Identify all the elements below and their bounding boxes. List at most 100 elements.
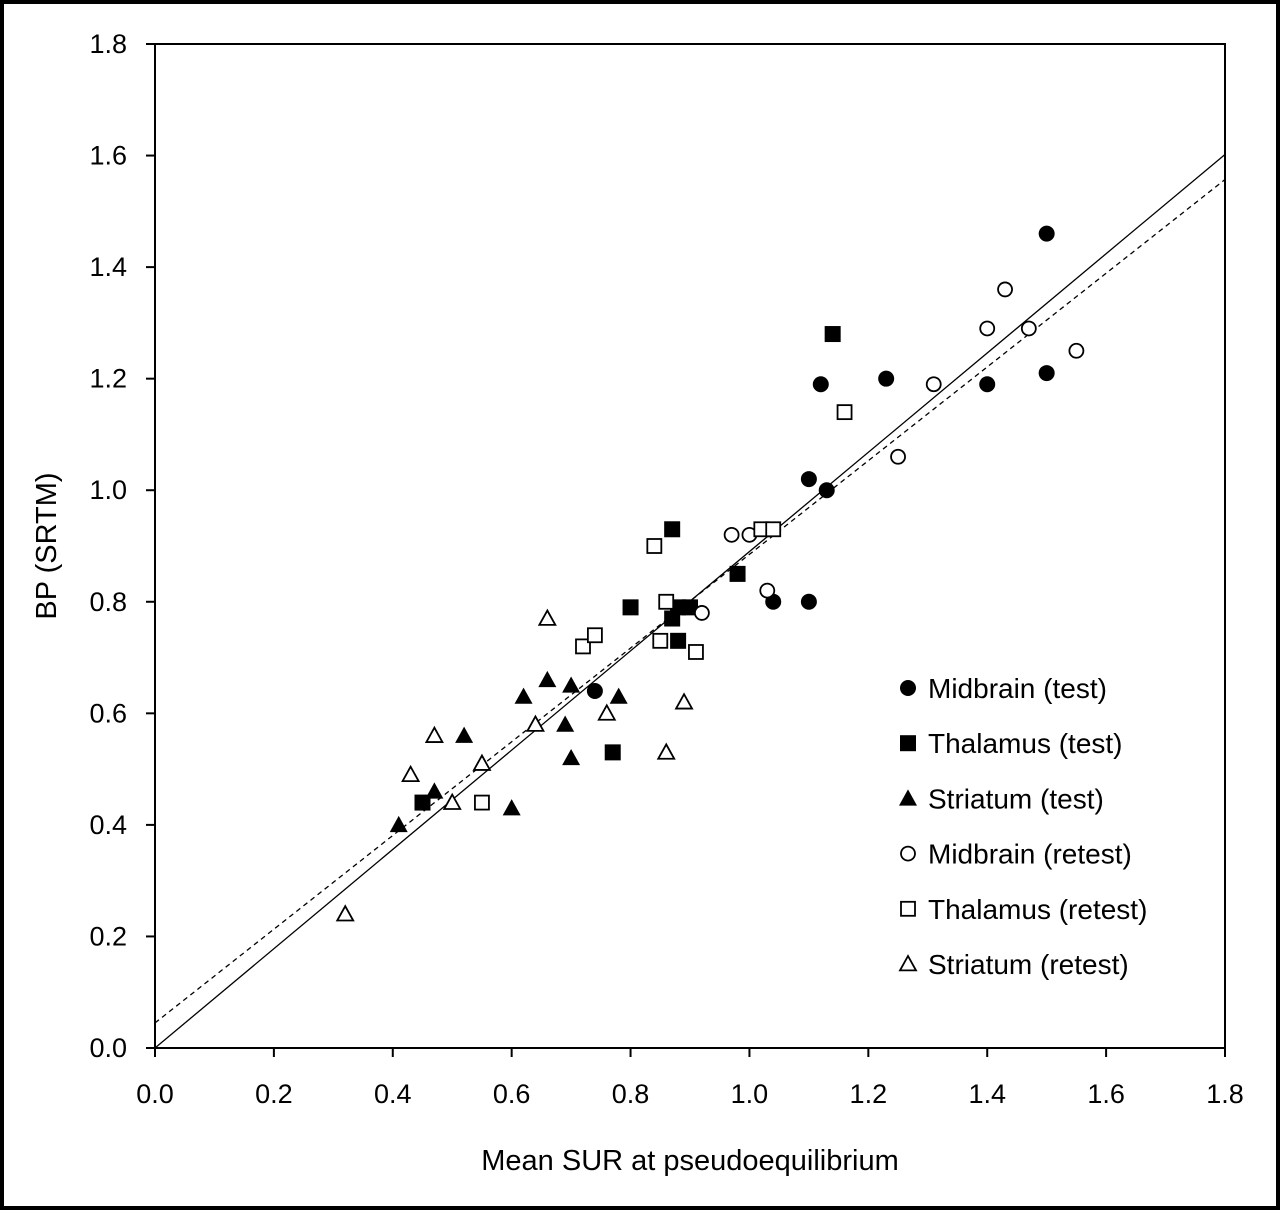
data-point	[979, 320, 996, 337]
data-point	[658, 593, 675, 610]
data-point	[335, 904, 355, 922]
x-tick-label: 0.6	[493, 1079, 531, 1109]
legend-label: Midbrain (retest)	[928, 839, 1132, 870]
data-point	[401, 764, 421, 782]
y-tick-label: 1.6	[89, 141, 127, 171]
data-point	[389, 815, 408, 833]
data-point	[1068, 342, 1085, 359]
data-point	[800, 471, 817, 488]
data-point	[656, 742, 676, 760]
legend-label: Striatum (test)	[928, 783, 1104, 814]
y-tick-labels: 0.0 0.2 0.4 0.6 0.8 1.0 1.2 1.4 1.6 1.8	[89, 29, 127, 1063]
series-triangle-filled	[389, 670, 628, 833]
data-points	[335, 225, 1085, 922]
data-point	[525, 714, 545, 732]
data-point	[575, 638, 591, 655]
legend-marker	[899, 789, 917, 806]
data-point	[878, 370, 895, 387]
legend-label: Thalamus (test)	[928, 728, 1123, 759]
data-point	[514, 687, 533, 704]
data-point	[562, 676, 581, 693]
data-point	[979, 376, 996, 393]
y-tick-label: 1.8	[89, 29, 127, 59]
data-point	[455, 726, 474, 743]
y-tick-label: 1.4	[89, 252, 127, 282]
y-tick-label: 1.0	[89, 475, 127, 505]
data-point	[759, 582, 776, 599]
legend-marker	[900, 845, 916, 862]
legend: Midbrain (test) Thalamus (test) Striatum (…	[898, 673, 1147, 980]
legend-label: Striatum (retest)	[928, 949, 1129, 980]
x-tick-label: 1.2	[850, 1079, 888, 1109]
legend-marker	[900, 680, 916, 696]
series-triangle-open	[335, 608, 694, 922]
data-point	[1038, 225, 1055, 242]
data-point	[472, 753, 492, 771]
data-point	[664, 521, 681, 538]
data-point	[890, 448, 906, 465]
data-point	[442, 792, 462, 810]
y-tick-label: 0.0	[89, 1033, 127, 1063]
data-point	[586, 627, 603, 644]
data-point	[670, 632, 687, 649]
data-point	[674, 692, 694, 710]
data-point	[538, 670, 557, 688]
axis-ticks	[146, 43, 1226, 1057]
x-tick-label: 0.0	[136, 1079, 174, 1109]
data-point	[729, 565, 746, 582]
series-circle-filled	[586, 225, 1055, 700]
data-point	[925, 376, 942, 393]
x-tick-label: 1.4	[968, 1079, 1006, 1109]
data-point	[652, 632, 669, 649]
series-square-open	[474, 404, 853, 811]
data-point	[1038, 365, 1055, 382]
data-point	[537, 608, 557, 626]
y-tick-label: 0.8	[89, 587, 127, 617]
data-point	[474, 794, 490, 811]
x-tick-label: 1.6	[1087, 1079, 1125, 1109]
data-point	[824, 326, 841, 343]
legend-label: Midbrain (test)	[928, 673, 1107, 704]
data-point	[693, 605, 710, 621]
data-point	[800, 593, 817, 610]
data-point	[765, 521, 782, 538]
chart-frame: 0.0 0.2 0.4 0.6 0.8 1.0 1.2 1.4 1.6 1.8 0.0 0.2 0.4…	[4, 4, 1276, 1206]
legend-marker	[900, 900, 916, 917]
data-point	[586, 683, 603, 700]
data-point	[609, 687, 628, 704]
data-point	[818, 482, 835, 499]
data-point	[646, 538, 663, 554]
data-point	[682, 599, 698, 616]
x-tick-label: 0.8	[612, 1079, 650, 1109]
data-point	[622, 599, 639, 616]
y-tick-label: 1.2	[89, 364, 127, 394]
scatter-chart: 0.0 0.2 0.4 0.6 0.8 1.0 1.2 1.4 1.6 1.8 0.0 0.2 0.4…	[31, 29, 1244, 1177]
data-point	[425, 782, 444, 799]
data-point	[562, 748, 581, 766]
x-tick-label: 0.2	[255, 1079, 293, 1109]
plot-area-border	[154, 43, 1226, 1049]
legend-marker	[898, 954, 918, 972]
regression-line-dashed	[154, 179, 1226, 1024]
x-axis-title: Mean SUR at pseudoequilibrium	[481, 1145, 899, 1177]
series-circle-open	[693, 281, 1085, 621]
data-point	[688, 644, 704, 660]
legend-label: Thalamus (retest)	[928, 894, 1147, 925]
data-point	[424, 725, 444, 743]
data-point	[812, 376, 829, 393]
data-point	[1020, 320, 1037, 337]
data-point	[604, 744, 621, 761]
data-point	[502, 799, 521, 816]
data-point	[997, 281, 1013, 298]
y-tick-label: 0.4	[89, 810, 127, 840]
data-point	[597, 703, 617, 721]
y-tick-label: 0.2	[89, 921, 127, 951]
x-tick-labels: 0.0 0.2 0.4 0.6 0.8 1.0 1.2 1.4 1.6 1.8	[136, 1079, 1244, 1109]
y-axis-title: BP (SRTM)	[31, 472, 63, 619]
x-tick-label: 1.8	[1206, 1079, 1244, 1109]
series-square-filled	[414, 326, 841, 811]
data-point	[556, 715, 575, 732]
data-point	[836, 404, 853, 421]
y-tick-label: 0.6	[89, 698, 127, 728]
x-tick-label: 1.0	[731, 1079, 769, 1109]
